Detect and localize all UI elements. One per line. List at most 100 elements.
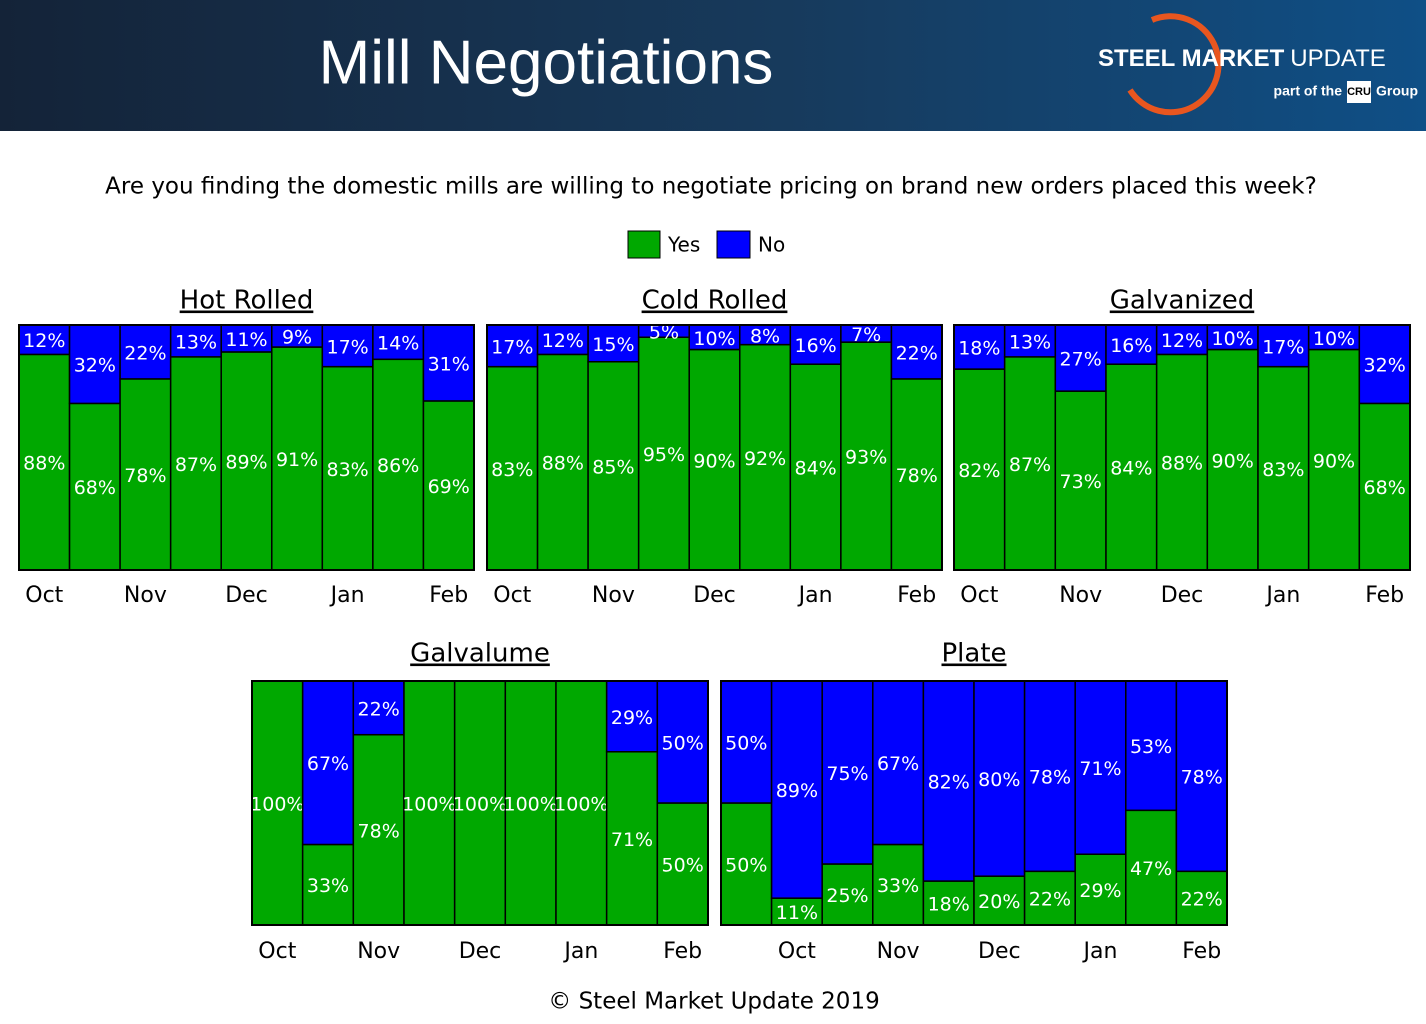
x-tick-label: Feb	[663, 939, 702, 964]
logo-tagline: part of the	[1274, 83, 1343, 99]
value-label: 50%	[725, 855, 767, 877]
value-label: 83%	[491, 459, 533, 481]
value-label: 18%	[958, 338, 1000, 360]
value-label: 50%	[662, 733, 704, 755]
value-label: 16%	[1110, 335, 1152, 357]
value-label: 8%	[750, 325, 780, 347]
value-label: 91%	[276, 449, 318, 471]
x-tick-label: Nov	[877, 939, 920, 964]
bar-segment	[422, 400, 475, 571]
x-tick-label: Nov	[1059, 583, 1102, 608]
value-label: 17%	[326, 336, 368, 358]
value-label: 33%	[307, 875, 349, 897]
value-label: 100%	[554, 794, 608, 816]
bar-segment	[251, 680, 304, 926]
logo: STEEL MARKET UPDATE	[1098, 45, 1386, 72]
value-label: 29%	[1079, 880, 1121, 902]
bar-segment	[973, 875, 1026, 926]
chart-title: Hot Rolled	[180, 286, 314, 316]
bar-segment	[352, 733, 405, 926]
value-label: 89%	[776, 780, 818, 802]
bar-segment	[1307, 324, 1361, 351]
value-label: 69%	[428, 476, 470, 498]
x-tick-label: Nov	[357, 939, 400, 964]
value-label: 92%	[744, 448, 786, 470]
value-label: 83%	[326, 459, 368, 481]
value-label: 90%	[1313, 450, 1355, 472]
x-tick-label: Oct	[493, 583, 531, 608]
bar-segment	[271, 346, 324, 571]
x-tick-label: Oct	[25, 583, 63, 608]
value-label: 10%	[693, 328, 735, 350]
logo-bold: STEEL MARKET	[1098, 45, 1285, 72]
bar-segment	[169, 356, 222, 571]
logo-tagline: Group	[1376, 83, 1418, 99]
value-label: 11%	[225, 329, 267, 351]
value-label: 78%	[1181, 767, 1223, 789]
value-label: 83%	[1262, 459, 1304, 481]
bar-segment	[18, 353, 71, 571]
value-label: 20%	[978, 891, 1020, 913]
bar-segment	[220, 324, 273, 353]
bar-segment	[1003, 356, 1057, 571]
x-tick-label: Feb	[1182, 939, 1221, 964]
x-tick-label: Feb	[429, 583, 468, 608]
chart-title: Plate	[941, 639, 1006, 669]
value-label: 80%	[978, 769, 1020, 791]
value-label: 10%	[1212, 328, 1254, 350]
bar-segment	[890, 378, 943, 571]
bar-segment	[1105, 324, 1158, 365]
x-tick-label: Dec	[459, 939, 502, 964]
value-label: 17%	[1262, 336, 1304, 358]
bar-segment	[1358, 324, 1411, 405]
value-label: 32%	[74, 355, 116, 377]
bar-segment	[973, 680, 1026, 877]
legend-swatch	[716, 230, 751, 259]
bar-segment	[1307, 348, 1361, 571]
value-label: 78%	[358, 820, 400, 842]
value-label: 100%	[250, 794, 304, 816]
value-label: 95%	[643, 444, 685, 466]
value-label: 22%	[358, 698, 400, 720]
value-label: 67%	[307, 753, 349, 775]
bar-segment	[555, 680, 608, 926]
bar-segment	[656, 680, 709, 804]
logo-arc	[1127, 13, 1222, 116]
value-label: 31%	[428, 353, 470, 375]
plot-border	[18, 324, 475, 571]
logo-badge	[1347, 81, 1371, 103]
value-label: 82%	[928, 772, 970, 794]
value-label: 75%	[826, 763, 868, 785]
value-label: 78%	[1029, 767, 1071, 789]
question: Are you finding the domestic mills are w…	[105, 174, 1317, 200]
plot-border	[486, 324, 943, 571]
x-tick-label: Dec	[978, 939, 1021, 964]
value-label: 93%	[845, 447, 887, 469]
x-tick-label: Oct	[960, 583, 998, 608]
logo-badge-text: CRU	[1347, 86, 1371, 98]
bar-segment	[1074, 680, 1127, 855]
value-label: 29%	[611, 707, 653, 729]
value-label: 32%	[1364, 355, 1406, 377]
bar-segment	[656, 802, 709, 926]
x-tick-label: Nov	[124, 583, 167, 608]
bar-segment	[68, 402, 121, 571]
bar-segment	[1023, 680, 1076, 873]
plot-border	[953, 324, 1411, 571]
x-tick-label: Feb	[1365, 583, 1404, 608]
value-label: 25%	[826, 885, 868, 907]
bar-segment	[68, 324, 121, 405]
value-label: 18%	[928, 894, 970, 916]
x-tick-label: Jan	[1082, 939, 1118, 964]
value-label: 89%	[225, 451, 267, 473]
value-label: 12%	[1161, 330, 1203, 352]
x-tick-label: Oct	[258, 939, 296, 964]
value-label: 50%	[662, 855, 704, 877]
value-label: 14%	[377, 333, 419, 355]
value-label: 87%	[1009, 454, 1051, 476]
bar-segment	[605, 751, 659, 926]
value-label: 88%	[542, 453, 584, 475]
x-tick-label: Jan	[329, 583, 365, 608]
value-label: 47%	[1130, 858, 1172, 880]
